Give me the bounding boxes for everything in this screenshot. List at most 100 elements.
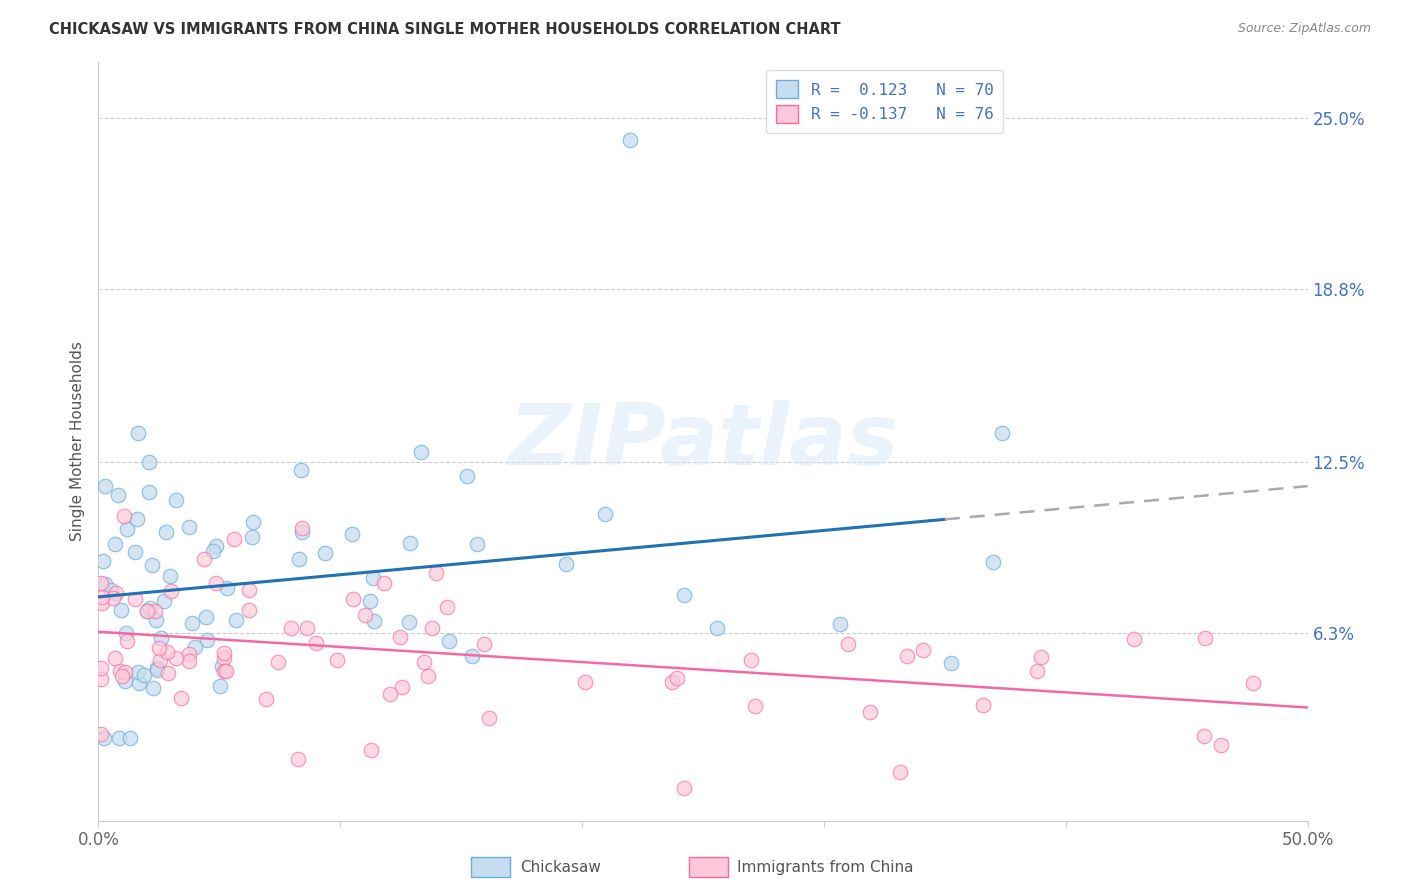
- Point: [673, 588, 696, 602]
- Point: [673, 780, 696, 795]
- Point: [143, 604, 166, 618]
- Point: [103, 591, 125, 606]
- Point: [1211, 738, 1233, 752]
- Point: [146, 661, 169, 675]
- Point: [373, 576, 395, 591]
- Point: [214, 646, 236, 660]
- Point: [290, 463, 312, 477]
- Point: [225, 613, 247, 627]
- Point: [132, 667, 155, 681]
- Point: [114, 625, 136, 640]
- Point: [125, 512, 148, 526]
- Point: [142, 681, 165, 695]
- Point: [177, 654, 200, 668]
- Point: [439, 633, 461, 648]
- Point: [181, 616, 204, 631]
- Point: [593, 507, 616, 521]
- Point: [706, 621, 728, 635]
- Point: [972, 698, 994, 712]
- Point: [354, 607, 377, 622]
- Point: [359, 594, 381, 608]
- Point: [179, 647, 201, 661]
- Point: [242, 516, 264, 530]
- Point: [461, 649, 484, 664]
- Point: [165, 651, 187, 665]
- Point: [127, 425, 149, 440]
- Point: [153, 593, 176, 607]
- Point: [90, 727, 112, 741]
- Text: CHICKASAW VS IMMIGRANTS FROM CHINA SINGLE MOTHER HOUSEHOLDS CORRELATION CHART: CHICKASAW VS IMMIGRANTS FROM CHINA SINGL…: [49, 22, 841, 37]
- Point: [208, 679, 231, 693]
- Point: [1192, 729, 1215, 743]
- Point: [165, 493, 187, 508]
- Point: [114, 673, 136, 688]
- Point: [212, 664, 235, 678]
- Point: [107, 488, 129, 502]
- Point: [139, 600, 162, 615]
- Point: [145, 613, 167, 627]
- Point: [574, 674, 596, 689]
- Point: [361, 571, 384, 585]
- Point: [115, 633, 138, 648]
- Point: [222, 532, 245, 546]
- Point: [555, 557, 578, 571]
- Point: [314, 546, 336, 560]
- Point: [1026, 664, 1049, 678]
- Point: [411, 444, 433, 458]
- Point: [238, 603, 260, 617]
- Point: [295, 621, 318, 635]
- Point: [254, 691, 277, 706]
- Point: [398, 536, 420, 550]
- Point: [472, 637, 495, 651]
- Point: [111, 669, 134, 683]
- Point: [93, 731, 115, 745]
- Point: [201, 544, 224, 558]
- Point: [291, 521, 314, 535]
- Point: [360, 743, 382, 757]
- Point: [425, 566, 447, 580]
- Point: [110, 603, 132, 617]
- Point: [291, 525, 314, 540]
- Point: [326, 653, 349, 667]
- Point: [665, 671, 688, 685]
- Point: [135, 604, 157, 618]
- Point: [398, 615, 420, 629]
- Point: [378, 687, 401, 701]
- Point: [138, 455, 160, 469]
- Point: [194, 609, 217, 624]
- Point: [412, 655, 434, 669]
- Point: [896, 648, 918, 663]
- Y-axis label: Single Mother Households: Single Mother Households: [70, 342, 86, 541]
- Point: [159, 569, 181, 583]
- Point: [363, 614, 385, 628]
- Point: [115, 522, 138, 536]
- Point: [91, 596, 114, 610]
- Point: [159, 584, 181, 599]
- Point: [156, 645, 179, 659]
- Point: [287, 752, 309, 766]
- Point: [991, 426, 1014, 441]
- Point: [211, 659, 233, 673]
- Point: [740, 653, 762, 667]
- Point: [911, 643, 934, 657]
- Point: [104, 536, 127, 550]
- Point: [193, 552, 215, 566]
- Point: [391, 680, 413, 694]
- Point: [215, 582, 238, 596]
- Point: [108, 664, 131, 678]
- Point: [1194, 632, 1216, 646]
- Point: [828, 617, 851, 632]
- Point: [195, 632, 218, 647]
- Point: [1241, 676, 1264, 690]
- Point: [1031, 650, 1053, 665]
- Point: [416, 669, 439, 683]
- Point: [114, 665, 136, 679]
- Legend: R =  0.123   N = 70, R = -0.137   N = 76: R = 0.123 N = 70, R = -0.137 N = 76: [766, 70, 1004, 133]
- Point: [128, 676, 150, 690]
- Point: [105, 586, 128, 600]
- Point: [456, 469, 478, 483]
- Point: [205, 576, 228, 591]
- Point: [288, 552, 311, 566]
- Point: [983, 555, 1005, 569]
- Point: [340, 527, 363, 541]
